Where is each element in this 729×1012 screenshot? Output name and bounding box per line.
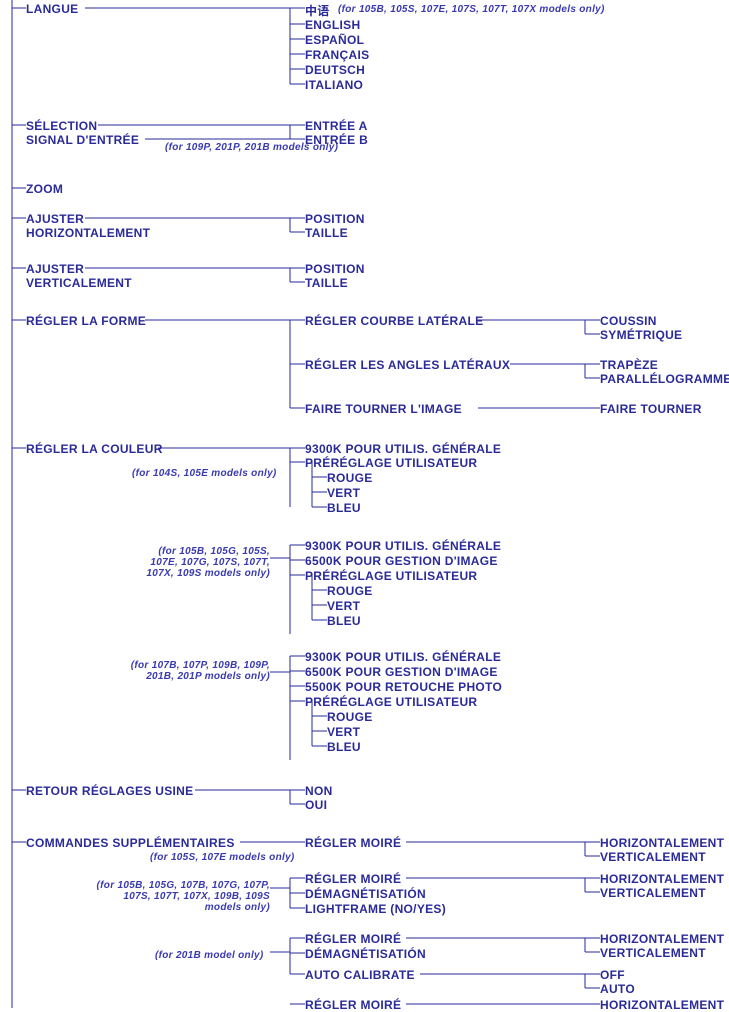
menu-selection-1: SÉLECTION: [26, 119, 97, 133]
s2-sub-1: VERTICALEMENT: [600, 886, 706, 900]
ajv-opt-0: POSITION: [305, 262, 365, 276]
c2-rgb-0: ROUGE: [327, 584, 373, 598]
couleur-note-2: (for 105B, 105G, 105S, 107E, 107G, 107S,…: [140, 546, 270, 579]
s2-item-0: RÉGLER MOIRÉ: [305, 872, 401, 886]
angles-0: TRAPÈZE: [600, 358, 658, 372]
s3-item-1: DÉMAGNÉTISATIÓN: [305, 947, 426, 961]
menu-zoom: ZOOM: [26, 182, 63, 196]
supp-note-2: (for 105B, 105G, 107B, 107G, 107P, 107S,…: [90, 880, 270, 913]
usine-1: OUI: [305, 798, 327, 812]
menu-couleur: RÉGLER LA COULEUR: [26, 442, 163, 456]
c3-rgb-2: BLEU: [327, 740, 361, 754]
s3-auto-1: AUTO: [600, 982, 635, 996]
menu-supp: COMMANDES SUPPLÉMENTAIRES: [26, 836, 235, 850]
forme-opt-2: FAIRE TOURNER L'IMAGE: [305, 402, 462, 416]
menu-langue: LANGUE: [26, 2, 78, 16]
lang-opt-4: DEUTSCH: [305, 63, 365, 77]
menu-usine: RETOUR RÉGLAGES USINE: [26, 784, 193, 798]
c3-item-3: PRÉRÉGLAGE UTILISATEUR: [305, 695, 477, 709]
c2-rgb-2: BLEU: [327, 614, 361, 628]
s3-auto-0: OFF: [600, 968, 625, 982]
ajuster-v-1: AJUSTER: [26, 262, 84, 276]
supp-note-1: (for 105S, 107E models only): [150, 852, 295, 863]
selection-note: (for 109P, 201P, 201B models only): [165, 142, 275, 153]
s3-item-0: RÉGLER MOIRÉ: [305, 932, 401, 946]
s4-item-0: RÉGLER MOIRÉ: [305, 998, 401, 1012]
s3-moire-0: HORIZONTALEMENT: [600, 932, 724, 946]
forme-opt-0: RÉGLER COURBE LATÉRALE: [305, 314, 483, 328]
courbe-1: SYMÉTRIQUE: [600, 328, 682, 342]
ajh-opt-0: POSITION: [305, 212, 365, 226]
s1-sub-1: VERTICALEMENT: [600, 850, 706, 864]
c1-rgb-1: VERT: [327, 486, 360, 500]
ajuster-h-1: AJUSTER: [26, 212, 84, 226]
lang-opt-2: ESPAÑOL: [305, 33, 364, 47]
s1-sub-0: HORIZONTALEMENT: [600, 836, 724, 850]
menu-selection-2: SIGNAL D'ENTRÉE: [26, 133, 139, 147]
c2-rgb-1: VERT: [327, 599, 360, 613]
c3-item-0: 9300K POUR UTILIS. GÉNÉRALE: [305, 650, 501, 664]
s2-item-2: LIGHTFRAME (NO/YES): [305, 902, 446, 916]
usine-0: NON: [305, 784, 333, 798]
s1-item-0: RÉGLER MOIRÉ: [305, 836, 401, 850]
lang-opt-5: ITALIANO: [305, 78, 363, 92]
couleur-note-1: (for 104S, 105E models only): [132, 468, 277, 479]
c3-item-2: 5500K POUR RETOUCHE PHOTO: [305, 680, 502, 694]
ajuster-h-2: HORIZONTALEMENT: [26, 226, 150, 240]
lang-opt-3: FRANÇAIS: [305, 48, 369, 62]
tourner-0: FAIRE TOURNER: [600, 402, 702, 416]
sel-opt-0: ENTRÉE A: [305, 119, 368, 133]
c2-item-2: PRÉRÉGLAGE UTILISATEUR: [305, 569, 477, 583]
ajh-opt-1: TAILLE: [305, 226, 348, 240]
c1-rgb-0: ROUGE: [327, 471, 373, 485]
ajuster-v-2: VERTICALEMENT: [26, 276, 132, 290]
c3-rgb-0: ROUGE: [327, 710, 373, 724]
c3-item-1: 6500K POUR GESTION D'IMAGE: [305, 665, 498, 679]
s3-moire-1: VERTICALEMENT: [600, 946, 706, 960]
c1-rgb-2: BLEU: [327, 501, 361, 515]
s3-item-2: AUTO CALIBRATE: [305, 968, 415, 982]
c1-item-1: PRÉRÉGLAGE UTILISATEUR: [305, 456, 477, 470]
lang-opt-0: 中语: [305, 2, 330, 19]
couleur-note-3: (for 107B, 107P, 109B, 109P, 201B, 201P …: [130, 660, 270, 682]
forme-opt-1: RÉGLER LES ANGLES LATÉRAUX: [305, 358, 510, 372]
courbe-0: COUSSIN: [600, 314, 657, 328]
c2-item-1: 6500K POUR GESTION D'IMAGE: [305, 554, 498, 568]
supp-note-3: (for 201B model only): [155, 950, 264, 961]
s4-sub-0: HORIZONTALEMENT: [600, 998, 724, 1012]
s2-sub-0: HORIZONTALEMENT: [600, 872, 724, 886]
ajv-opt-1: TAILLE: [305, 276, 348, 290]
c3-rgb-1: VERT: [327, 725, 360, 739]
lang-opt-1: ENGLISH: [305, 18, 360, 32]
c1-item-0: 9300K POUR UTILIS. GÉNÉRALE: [305, 442, 501, 456]
langue-note: (for 105B, 105S, 107E, 107S, 107T, 107X …: [338, 4, 605, 15]
c2-item-0: 9300K POUR UTILIS. GÉNÉRALE: [305, 539, 501, 553]
menu-forme: RÉGLER LA FORME: [26, 314, 146, 328]
angles-1: PARALLÉLOGRAMME: [600, 372, 729, 386]
s2-item-1: DÉMAGNÉTISATIÓN: [305, 887, 426, 901]
sel-opt-1: ENTRÉE B: [305, 133, 368, 147]
